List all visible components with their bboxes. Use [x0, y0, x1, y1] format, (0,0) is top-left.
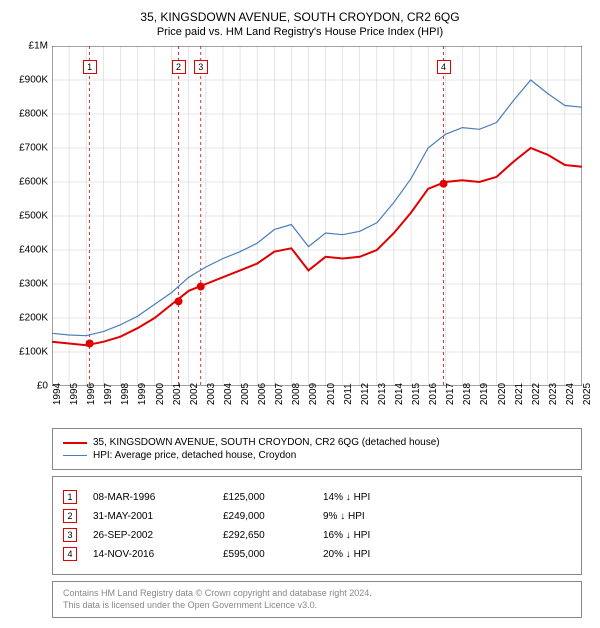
x-tick-label: 2021 — [514, 383, 525, 405]
chart-title: 35, KINGSDOWN AVENUE, SOUTH CROYDON, CR2… — [10, 10, 590, 24]
x-tick-label: 1997 — [103, 383, 114, 405]
x-tick-label: 2000 — [155, 383, 166, 405]
x-tick-label: 2022 — [531, 383, 542, 405]
x-tick-label: 2023 — [548, 383, 559, 405]
x-axis: 1994199519961997199819992000200120022003… — [52, 390, 582, 424]
plot-svg — [52, 46, 582, 386]
x-tick-label: 2011 — [343, 383, 354, 405]
y-tick-label: £800K — [19, 109, 48, 120]
annotation-row: 1 08-MAR-1996£125,00014% ↓ HPI — [63, 490, 571, 504]
plot-area: £0£100K£200K£300K£400K£500K£600K£700K£80… — [52, 46, 582, 386]
legend-label: HPI: Average price, detached house, Croy… — [93, 450, 296, 461]
legend-swatch — [63, 455, 87, 456]
x-tick-label: 2018 — [462, 383, 473, 405]
x-tick-label: 2019 — [479, 383, 490, 405]
annotation-marker: 3 — [63, 528, 77, 542]
annotation-price: £595,000 — [223, 549, 323, 560]
annotation-marker: 4 — [63, 547, 77, 561]
annotation-date: 08-MAR-1996 — [93, 492, 223, 503]
x-tick-label: 2010 — [326, 383, 337, 405]
x-tick-label: 1996 — [86, 383, 97, 405]
x-tick-label: 2003 — [206, 383, 217, 405]
annotation-marker: 1 — [63, 490, 77, 504]
x-tick-label: 2017 — [445, 383, 456, 405]
x-tick-label: 1994 — [52, 383, 63, 405]
legend-row: 35, KINGSDOWN AVENUE, SOUTH CROYDON, CR2… — [63, 437, 571, 448]
annotation-price: £125,000 — [223, 492, 323, 503]
footer-line-2: This data is licensed under the Open Gov… — [63, 600, 571, 612]
x-tick-label: 2013 — [377, 383, 388, 405]
x-tick-label: 2024 — [565, 383, 576, 405]
x-tick-label: 2008 — [291, 383, 302, 405]
y-tick-label: £600K — [19, 177, 48, 188]
x-tick-label: 2006 — [257, 383, 268, 405]
x-tick-label: 2009 — [308, 383, 319, 405]
y-tick-label: £200K — [19, 313, 48, 324]
y-tick-label: £0 — [37, 381, 48, 392]
legend-label: 35, KINGSDOWN AVENUE, SOUTH CROYDON, CR2… — [93, 437, 440, 448]
y-tick-label: £700K — [19, 143, 48, 154]
x-tick-label: 2016 — [428, 383, 439, 405]
x-tick-label: 2012 — [360, 383, 371, 405]
annotation-date: 14-NOV-2016 — [93, 549, 223, 560]
x-tick-label: 2014 — [394, 383, 405, 405]
y-tick-label: £1M — [29, 41, 48, 52]
x-tick-label: 1999 — [137, 383, 148, 405]
annotation-date: 31-MAY-2001 — [93, 511, 223, 522]
x-tick-label: 1998 — [120, 383, 131, 405]
x-tick-label: 2025 — [582, 383, 593, 405]
x-tick-label: 2005 — [240, 383, 251, 405]
chart-subtitle: Price paid vs. HM Land Registry's House … — [10, 26, 590, 38]
y-tick-label: £900K — [19, 75, 48, 86]
legend-row: HPI: Average price, detached house, Croy… — [63, 450, 571, 461]
annotation-delta: 9% ↓ HPI — [323, 511, 443, 522]
y-tick-label: £400K — [19, 245, 48, 256]
x-tick-label: 2015 — [411, 383, 422, 405]
event-marker: 3 — [194, 60, 208, 74]
y-axis: £0£100K£200K£300K£400K£500K£600K£700K£80… — [10, 46, 50, 386]
legend-swatch — [63, 442, 87, 444]
x-tick-label: 2020 — [497, 383, 508, 405]
annotation-price: £249,000 — [223, 511, 323, 522]
x-tick-label: 1995 — [69, 383, 80, 405]
event-marker: 4 — [437, 60, 451, 74]
annotation-marker: 2 — [63, 509, 77, 523]
annotations: 1 08-MAR-1996£125,00014% ↓ HPI 2 31-MAY-200… — [52, 476, 582, 575]
annotation-delta: 20% ↓ HPI — [323, 549, 443, 560]
chart-container: 35, KINGSDOWN AVENUE, SOUTH CROYDON, CR2… — [10, 10, 590, 618]
legend: 35, KINGSDOWN AVENUE, SOUTH CROYDON, CR2… — [52, 428, 582, 470]
event-marker: 2 — [172, 60, 186, 74]
y-tick-label: £300K — [19, 279, 48, 290]
annotation-delta: 14% ↓ HPI — [323, 492, 443, 503]
annotation-row: 3 26-SEP-2002£292,65016% ↓ HPI — [63, 528, 571, 542]
annotation-delta: 16% ↓ HPI — [323, 530, 443, 541]
annotation-row: 2 31-MAY-2001£249,0009% ↓ HPI — [63, 509, 571, 523]
footer-line-1: Contains HM Land Registry data © Crown c… — [63, 588, 571, 600]
annotation-price: £292,650 — [223, 530, 323, 541]
y-tick-label: £500K — [19, 211, 48, 222]
event-marker: 1 — [83, 60, 97, 74]
footer: Contains HM Land Registry data © Crown c… — [52, 581, 582, 618]
x-tick-label: 2004 — [223, 383, 234, 405]
annotation-row: 4 14-NOV-2016£595,00020% ↓ HPI — [63, 547, 571, 561]
annotation-date: 26-SEP-2002 — [93, 530, 223, 541]
y-tick-label: £100K — [19, 347, 48, 358]
x-tick-label: 2002 — [189, 383, 200, 405]
x-tick-label: 2007 — [274, 383, 285, 405]
x-tick-label: 2001 — [172, 383, 183, 405]
